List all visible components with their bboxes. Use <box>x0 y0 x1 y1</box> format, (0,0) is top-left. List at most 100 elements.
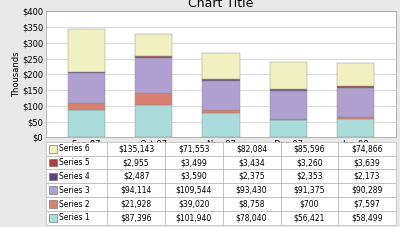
Text: $700: $700 <box>300 200 319 209</box>
Bar <box>49 145 56 153</box>
Bar <box>223 156 280 170</box>
Bar <box>338 197 396 211</box>
Bar <box>68 73 105 103</box>
Bar <box>338 170 396 183</box>
Bar <box>337 87 374 88</box>
Bar <box>202 80 240 81</box>
Bar <box>270 90 307 91</box>
Text: $74,866: $74,866 <box>351 144 383 153</box>
Bar <box>46 183 107 197</box>
Text: $3,639: $3,639 <box>354 158 380 167</box>
Bar <box>202 53 240 79</box>
Bar <box>280 211 338 225</box>
Text: $3,590: $3,590 <box>180 172 207 181</box>
Text: $3,434: $3,434 <box>238 158 265 167</box>
Bar <box>338 156 396 170</box>
Bar <box>337 116 374 119</box>
Text: $90,289: $90,289 <box>352 186 383 195</box>
Bar <box>107 211 165 225</box>
Text: $109,544: $109,544 <box>176 186 212 195</box>
Bar <box>165 197 223 211</box>
Bar <box>49 159 56 166</box>
Bar <box>107 156 165 170</box>
Text: $58,499: $58,499 <box>351 213 383 222</box>
Bar <box>337 119 374 137</box>
Bar <box>165 170 223 183</box>
Text: $2,487: $2,487 <box>123 172 149 181</box>
Text: Series 5: Series 5 <box>59 158 90 167</box>
Text: $93,430: $93,430 <box>236 186 268 195</box>
Bar <box>223 197 280 211</box>
Bar <box>135 57 172 58</box>
Bar <box>107 142 165 156</box>
Text: Series 1: Series 1 <box>59 213 90 222</box>
Bar <box>135 58 172 93</box>
Bar <box>49 214 56 222</box>
Bar <box>107 183 165 197</box>
Text: $91,375: $91,375 <box>294 186 325 195</box>
Text: $7,597: $7,597 <box>354 200 380 209</box>
Text: $2,353: $2,353 <box>296 172 323 181</box>
Bar <box>165 211 223 225</box>
Text: $39,020: $39,020 <box>178 200 210 209</box>
Bar <box>337 88 374 116</box>
Bar <box>270 91 307 119</box>
Bar <box>270 120 307 137</box>
Bar <box>46 170 107 183</box>
Bar <box>68 103 105 110</box>
Bar <box>338 211 396 225</box>
Text: $71,553: $71,553 <box>178 144 210 153</box>
Bar <box>135 34 172 56</box>
Text: Series 6: Series 6 <box>59 144 90 153</box>
Bar <box>68 29 105 72</box>
Bar <box>280 183 338 197</box>
Text: $87,396: $87,396 <box>120 213 152 222</box>
Bar <box>223 170 280 183</box>
Bar <box>46 156 107 170</box>
Bar <box>280 197 338 211</box>
Bar <box>68 72 105 73</box>
Bar <box>107 197 165 211</box>
Text: $101,940: $101,940 <box>176 213 212 222</box>
Bar <box>68 110 105 137</box>
Text: $2,173: $2,173 <box>354 172 380 181</box>
Text: $3,260: $3,260 <box>296 158 323 167</box>
Bar <box>270 62 307 89</box>
Bar <box>223 142 280 156</box>
Text: $82,084: $82,084 <box>236 144 267 153</box>
Text: $78,040: $78,040 <box>236 213 267 222</box>
Title: Chart Title: Chart Title <box>188 0 254 10</box>
Bar <box>280 156 338 170</box>
Bar <box>202 110 240 113</box>
Bar <box>135 93 172 105</box>
Bar <box>46 211 107 225</box>
Bar <box>338 142 396 156</box>
Bar <box>49 173 56 180</box>
Text: $2,375: $2,375 <box>238 172 265 181</box>
Text: $8,758: $8,758 <box>238 200 265 209</box>
Bar <box>202 113 240 137</box>
Bar <box>165 142 223 156</box>
Bar <box>270 89 307 90</box>
Bar <box>202 79 240 80</box>
Bar <box>46 197 107 211</box>
Text: $85,596: $85,596 <box>294 144 325 153</box>
Bar <box>49 186 56 194</box>
Bar <box>280 170 338 183</box>
Text: $21,928: $21,928 <box>120 200 152 209</box>
Text: $3,499: $3,499 <box>180 158 207 167</box>
Bar <box>202 81 240 110</box>
Y-axis label: Thousands: Thousands <box>12 52 20 97</box>
Text: $94,114: $94,114 <box>120 186 152 195</box>
Bar <box>107 170 165 183</box>
Bar <box>223 211 280 225</box>
Text: Series 3: Series 3 <box>59 186 90 195</box>
Bar <box>223 183 280 197</box>
Bar <box>135 56 172 57</box>
Bar <box>135 105 172 137</box>
Bar <box>338 183 396 197</box>
Text: $2,955: $2,955 <box>123 158 150 167</box>
Text: $56,421: $56,421 <box>294 213 325 222</box>
Bar <box>49 200 56 208</box>
Text: Series 4: Series 4 <box>59 172 90 181</box>
